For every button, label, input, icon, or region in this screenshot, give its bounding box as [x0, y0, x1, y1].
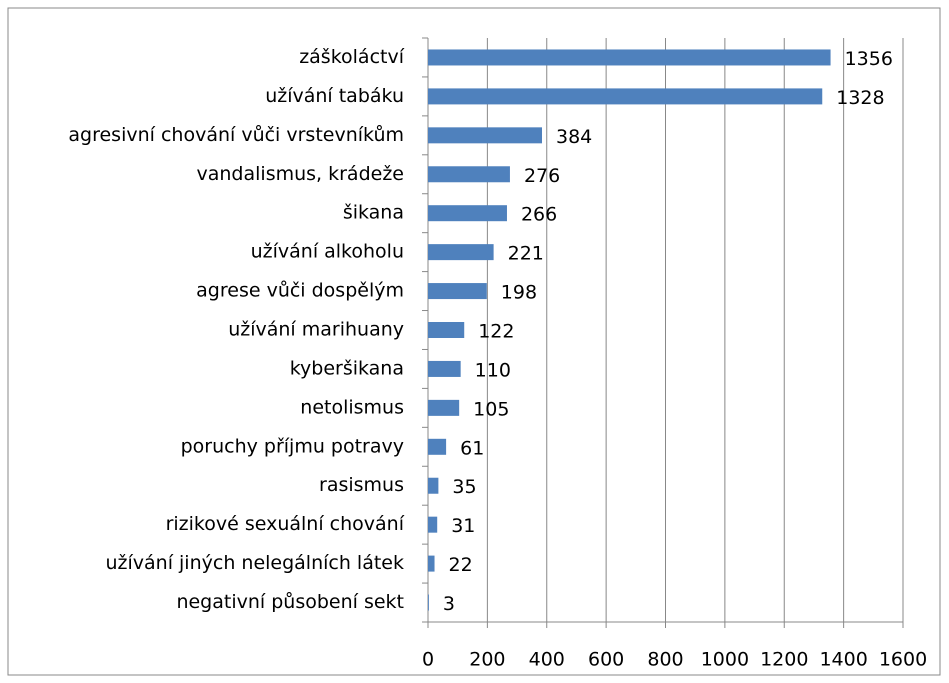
x-tick-label: 600 — [588, 649, 624, 671]
bar — [428, 283, 487, 300]
chart-border — [7, 7, 941, 676]
bar — [428, 205, 507, 222]
y-tick-label: šikana — [343, 202, 404, 224]
bar — [428, 127, 542, 144]
y-tick-label: poruchy příjmu potravy — [181, 435, 404, 457]
bar — [428, 399, 460, 416]
y-tick-label: užívání tabáku — [265, 85, 404, 107]
data-label: 3 — [443, 593, 455, 615]
y-tick-label: vandalismus, krádeže — [197, 163, 405, 185]
bar — [428, 594, 429, 611]
data-label: 105 — [473, 398, 509, 420]
bar — [428, 322, 465, 338]
data-label: 1356 — [845, 48, 893, 70]
y-tick-label: rizikové sexuální chování — [166, 513, 405, 535]
y-tick-label: netolismus — [300, 396, 404, 418]
bar — [428, 555, 435, 572]
data-label: 1328 — [836, 87, 884, 109]
bar — [428, 166, 510, 183]
data-label: 35 — [452, 476, 476, 498]
y-tick-label: agrese vůči dospělým — [196, 280, 404, 302]
x-tick-label: 800 — [647, 649, 683, 671]
x-tick-label: 1200 — [760, 649, 808, 671]
y-tick-label: agresivní chování vůči vrstevníkům — [68, 124, 404, 146]
y-tick-label: rasismus — [319, 474, 404, 496]
bar — [428, 360, 461, 377]
x-tick-label: 200 — [469, 649, 505, 671]
data-label: 384 — [556, 126, 592, 148]
y-tick-label: užívání alkoholu — [251, 241, 404, 263]
data-label: 110 — [475, 359, 511, 381]
x-tick-label: 1600 — [879, 649, 927, 671]
data-label: 198 — [501, 282, 537, 304]
data-label: 276 — [524, 165, 560, 187]
x-tick-label: 1400 — [819, 649, 867, 671]
y-tick-label: užívání jiných nelegálních látek — [105, 552, 404, 574]
y-tick-label: negativní působení sekt — [176, 591, 404, 613]
bar — [428, 477, 439, 494]
data-label: 266 — [521, 204, 557, 226]
bar — [428, 49, 831, 66]
data-label: 122 — [478, 321, 514, 343]
bar — [428, 438, 447, 455]
data-label: 221 — [508, 243, 544, 265]
bar — [428, 244, 494, 261]
x-tick-label: 1000 — [701, 649, 749, 671]
data-label: 31 — [451, 515, 475, 537]
y-tick-label: kyberšikana — [290, 357, 404, 379]
y-tick-label: užívání marihuany — [228, 319, 404, 341]
bar — [428, 88, 823, 105]
data-label: 61 — [460, 437, 484, 459]
data-label: 22 — [449, 554, 473, 576]
y-tick-label: záškoláctví — [299, 46, 405, 68]
x-tick-label: 400 — [529, 649, 565, 671]
x-tick-label: 0 — [422, 649, 434, 671]
bar — [428, 516, 438, 533]
